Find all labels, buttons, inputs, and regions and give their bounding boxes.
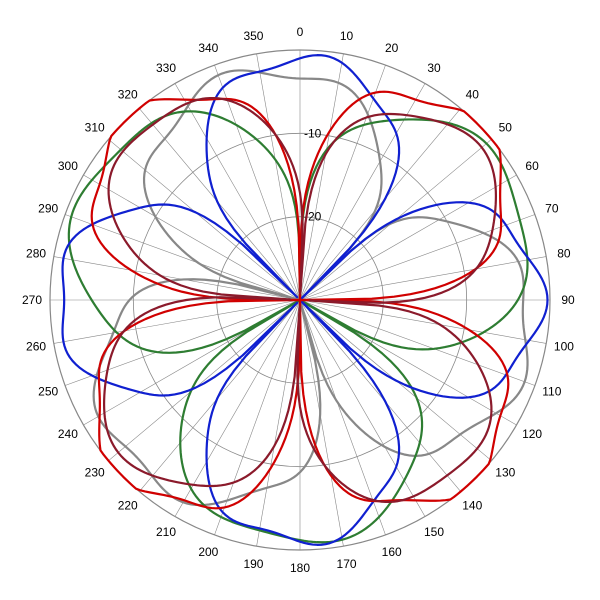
angle-tick-label: 90: [561, 293, 575, 307]
angle-tick-label: 40: [466, 88, 480, 102]
angle-tick-label: 210: [156, 525, 176, 539]
angle-tick-label: 200: [198, 545, 218, 559]
angle-tick-label: 80: [557, 246, 571, 260]
angle-tick-label: 100: [554, 340, 574, 354]
angle-tick-label: 270: [22, 293, 42, 307]
angle-tick-label: 110: [542, 385, 561, 399]
angle-tick-label: 300: [58, 159, 78, 173]
angle-tick-label: 140: [462, 498, 482, 512]
angle-tick-label: 10: [340, 29, 354, 43]
angle-tick-label: 120: [522, 427, 542, 441]
angle-tick-label: 320: [118, 88, 138, 102]
angle-tick-label: 50: [499, 121, 513, 135]
angle-tick-label: 280: [26, 246, 46, 260]
radial-tick-label: -10: [304, 126, 322, 140]
angle-tick-label: 190: [243, 557, 263, 571]
angle-tick-label: 340: [198, 41, 218, 55]
angle-tick-label: 160: [382, 545, 402, 559]
angle-tick-label: 350: [243, 29, 263, 43]
angle-tick-label: 70: [545, 201, 559, 215]
angle-tick-label: 310: [85, 121, 105, 135]
angle-tick-label: 30: [427, 61, 441, 75]
angle-tick-label: 180: [290, 561, 310, 575]
angle-tick-label: 250: [38, 385, 58, 399]
angle-tick-label: 240: [58, 427, 78, 441]
angle-tick-label: 290: [38, 201, 58, 215]
angle-tick-label: 0: [297, 25, 304, 39]
angle-tick-label: 330: [156, 61, 176, 75]
polar-radiation-chart: 0 10 20 30 40 50 60 70 80 90 100 110 120 130 140 150 160…: [0, 0, 600, 600]
angle-tick-label: 150: [424, 525, 444, 539]
angle-tick-label: 230: [85, 465, 105, 479]
angle-tick-label: 260: [26, 340, 46, 354]
angle-tick-label: 20: [385, 41, 399, 55]
angle-tick-label: 220: [118, 498, 138, 512]
angle-tick-label: 130: [495, 465, 515, 479]
angle-tick-label: 60: [525, 159, 539, 173]
angle-tick-label: 170: [337, 557, 357, 571]
